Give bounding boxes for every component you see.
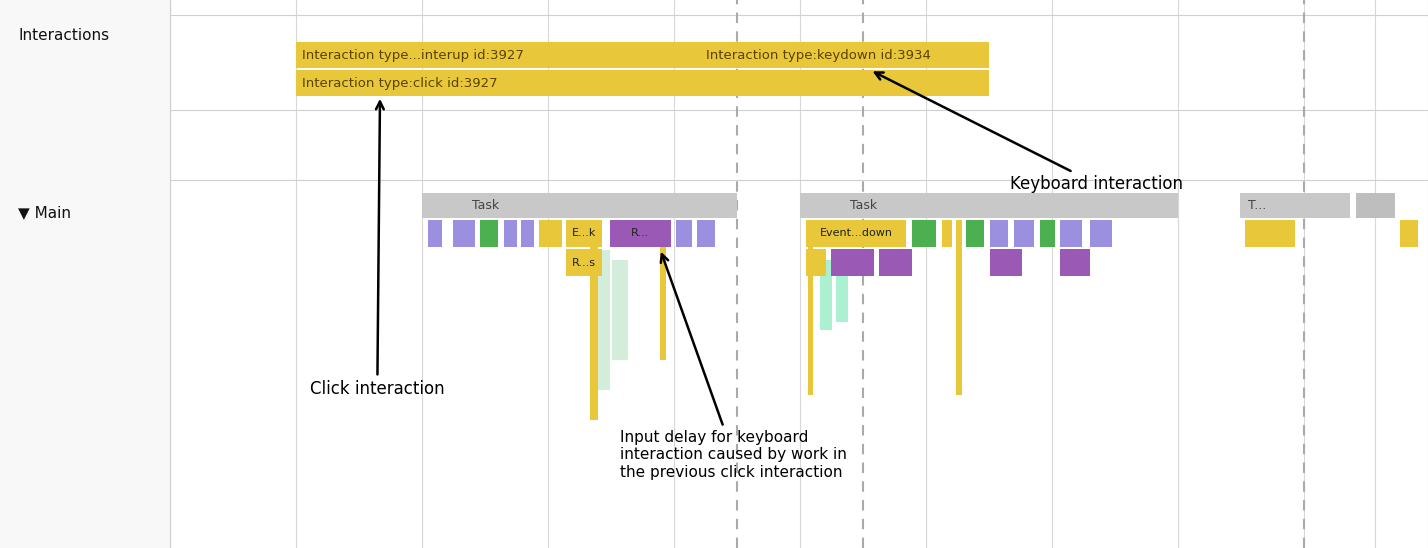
Bar (598, 250, 610, 390)
Bar (990, 249, 1022, 276)
Bar (610, 220, 671, 247)
Bar (805, 220, 905, 247)
Bar (1090, 220, 1112, 247)
Bar (831, 249, 874, 276)
Bar (453, 220, 476, 247)
Text: R...s: R...s (573, 258, 595, 267)
Bar (423, 193, 737, 218)
Bar (1060, 220, 1082, 247)
Text: Task: Task (850, 199, 877, 212)
Bar (660, 247, 665, 360)
Bar (805, 249, 825, 276)
Text: Task: Task (473, 199, 500, 212)
Bar (912, 220, 935, 247)
Bar (1399, 220, 1418, 247)
Text: Input delay for keyboard
interaction caused by work in
the previous click intera: Input delay for keyboard interaction cau… (620, 254, 847, 480)
Bar (880, 249, 912, 276)
Bar (942, 220, 952, 247)
Bar (428, 220, 443, 247)
Bar (820, 260, 833, 330)
Bar (800, 193, 1178, 218)
Text: Interaction type:keydown id:3934: Interaction type:keydown id:3934 (705, 49, 931, 61)
Bar (1060, 249, 1090, 276)
Bar (296, 42, 737, 68)
Bar (955, 220, 962, 247)
Text: Interaction type...interup id:3927: Interaction type...interup id:3927 (301, 49, 524, 61)
Bar (1245, 220, 1295, 247)
Bar (965, 220, 984, 247)
Bar (990, 220, 1008, 247)
Bar (835, 260, 848, 322)
Bar (700, 42, 990, 68)
Bar (808, 247, 813, 395)
Bar (521, 220, 534, 247)
Bar (1357, 193, 1395, 218)
Text: Keyboard interaction: Keyboard interaction (875, 72, 1182, 193)
Text: R...: R... (631, 229, 650, 238)
Bar (675, 220, 693, 247)
Bar (1240, 193, 1349, 218)
Bar (613, 260, 628, 360)
Bar (538, 220, 563, 247)
Bar (955, 247, 962, 395)
Bar (480, 220, 498, 247)
Bar (565, 220, 603, 247)
Text: ▼ Main: ▼ Main (19, 205, 71, 220)
Text: T...: T... (1248, 199, 1267, 212)
Text: Click interaction: Click interaction (310, 101, 444, 398)
Bar (0, 0, 170, 548)
Bar (1014, 220, 1034, 247)
Text: Interactions: Interactions (19, 28, 109, 43)
Bar (697, 220, 715, 247)
Text: Interaction type:click id:3927: Interaction type:click id:3927 (301, 77, 497, 89)
Bar (296, 70, 990, 96)
Text: E...k: E...k (571, 229, 595, 238)
Bar (590, 247, 598, 420)
Bar (1040, 220, 1055, 247)
Bar (504, 220, 517, 247)
Text: Event...down: Event...down (820, 229, 892, 238)
Bar (565, 249, 603, 276)
